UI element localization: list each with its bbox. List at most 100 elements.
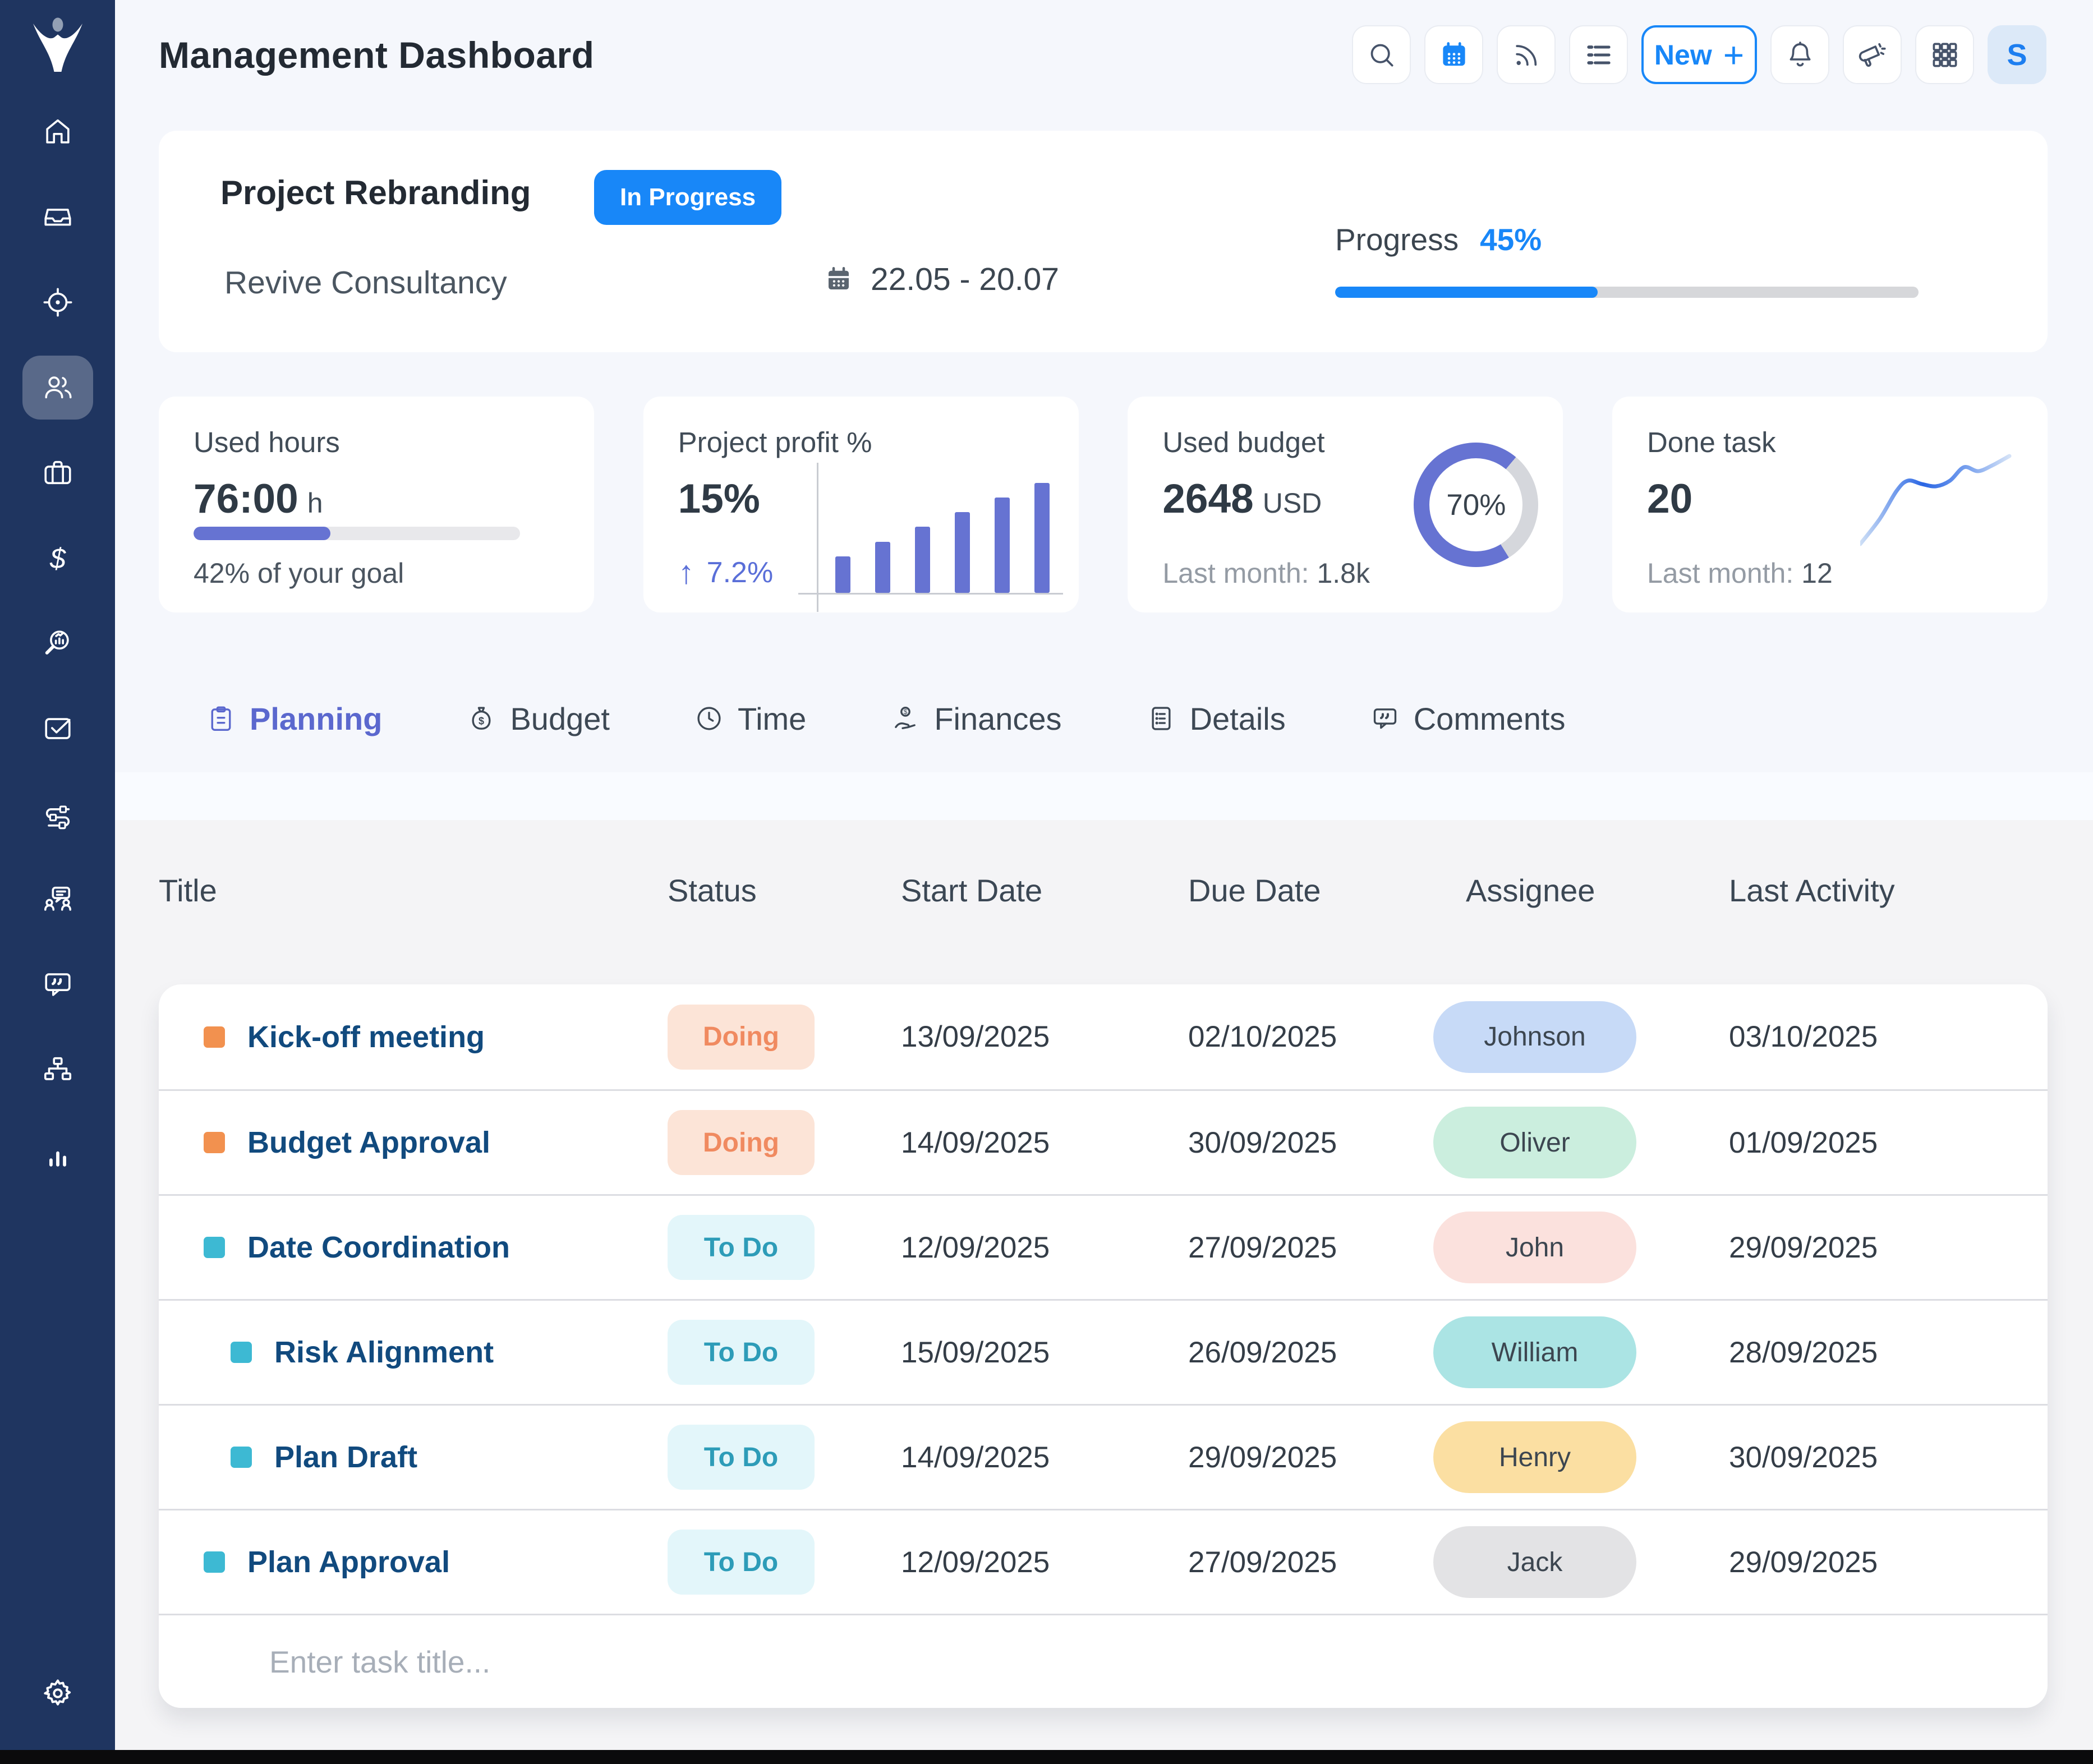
sidebar-nav: $ bbox=[22, 100, 93, 1208]
megaphone-icon bbox=[1857, 39, 1888, 71]
task-title[interactable]: Risk Alignment bbox=[274, 1335, 494, 1370]
sidebar-item-home[interactable] bbox=[22, 100, 93, 164]
sidebar-item-finance[interactable]: $ bbox=[22, 526, 93, 590]
stat-cards: Used hours 76:00h 42% of your goal Proje… bbox=[159, 397, 2048, 612]
assignee-pill[interactable]: Jack bbox=[1433, 1526, 1636, 1598]
task-title[interactable]: Kick-off meeting bbox=[247, 1020, 485, 1054]
new-task-input[interactable] bbox=[269, 1644, 1692, 1680]
last-activity: 29/09/2025 bbox=[1729, 1545, 2048, 1579]
svg-text:$: $ bbox=[904, 708, 908, 716]
column-header-assignee[interactable]: Assignee bbox=[1466, 872, 1729, 909]
chart-bar bbox=[875, 542, 890, 593]
search-button[interactable] bbox=[1352, 25, 1411, 84]
used-hours-card: Used hours 76:00h 42% of your goal bbox=[159, 397, 594, 612]
column-header-status[interactable]: Status bbox=[668, 872, 901, 909]
start-date: 14/09/2025 bbox=[901, 1440, 1188, 1475]
task-title[interactable]: Date Coordination bbox=[247, 1230, 510, 1265]
sidebar-item-analytics[interactable] bbox=[22, 611, 93, 675]
sidebar-item-workflow[interactable] bbox=[22, 782, 93, 846]
card-label: Done task bbox=[1647, 397, 2048, 459]
workflow-icon bbox=[42, 798, 74, 830]
clock-icon bbox=[694, 703, 724, 734]
last-activity: 28/09/2025 bbox=[1729, 1335, 2048, 1370]
profit-bar-chart bbox=[798, 463, 1063, 613]
sidebar-item-structure[interactable] bbox=[22, 1038, 93, 1102]
notifications-button[interactable] bbox=[1770, 25, 1829, 84]
project-progress-bar bbox=[1335, 287, 1919, 298]
budget-caption: Last month: 1.8k bbox=[1162, 557, 1370, 589]
task-title[interactable]: Plan Draft bbox=[274, 1440, 417, 1475]
avatar[interactable]: S bbox=[1988, 25, 2046, 84]
sidebar-item-projects[interactable] bbox=[22, 441, 93, 505]
status-pill[interactable]: Doing bbox=[668, 1005, 815, 1070]
hand-coin-icon: $ bbox=[890, 703, 921, 734]
table-row[interactable]: Plan Approval To Do 12/09/2025 27/09/202… bbox=[159, 1509, 2048, 1614]
column-header-due-date[interactable]: Due Date bbox=[1188, 872, 1466, 909]
assignee-pill[interactable]: Henry bbox=[1433, 1421, 1636, 1493]
calendar-button[interactable] bbox=[1424, 25, 1483, 84]
rss-feed-icon bbox=[1511, 39, 1542, 71]
assignee-pill[interactable]: John bbox=[1433, 1212, 1636, 1283]
table-row-subtask[interactable]: Risk Alignment To Do 15/09/2025 26/09/20… bbox=[159, 1299, 2048, 1404]
feed-button[interactable] bbox=[1497, 25, 1556, 84]
chart-bar bbox=[955, 512, 970, 593]
sidebar-item-tasks[interactable] bbox=[22, 697, 93, 761]
apps-button[interactable] bbox=[1915, 25, 1974, 84]
project-progress-fill bbox=[1335, 287, 1598, 298]
sidebar-item-settings[interactable] bbox=[0, 1676, 115, 1711]
tab-time[interactable]: Time bbox=[694, 701, 806, 737]
status-pill[interactable]: Doing bbox=[668, 1110, 815, 1175]
list-button[interactable] bbox=[1569, 25, 1628, 84]
last-activity: 30/09/2025 bbox=[1729, 1440, 2048, 1475]
task-title[interactable]: Plan Approval bbox=[247, 1545, 450, 1579]
sidebar-item-inbox[interactable] bbox=[22, 185, 93, 249]
tab-details[interactable]: Details bbox=[1146, 701, 1286, 737]
status-pill[interactable]: To Do bbox=[668, 1320, 815, 1385]
status-badge: In Progress bbox=[594, 170, 781, 225]
chart-bar bbox=[995, 498, 1010, 593]
sidebar-item-team[interactable] bbox=[22, 356, 93, 420]
done-task-card: Done task 20 Last month: 12 bbox=[1612, 397, 2048, 612]
status-pill[interactable]: To Do bbox=[668, 1425, 815, 1490]
svg-text:$: $ bbox=[479, 715, 484, 726]
task-title[interactable]: Budget Approval bbox=[247, 1125, 490, 1160]
table-row[interactable]: Date Coordination To Do 12/09/2025 27/09… bbox=[159, 1194, 2048, 1299]
comment-quote-icon bbox=[42, 968, 74, 1001]
sidebar-item-chat[interactable] bbox=[22, 952, 93, 1016]
start-date: 15/09/2025 bbox=[901, 1335, 1188, 1370]
list-icon bbox=[1583, 39, 1614, 71]
column-header-title[interactable]: Title bbox=[159, 872, 668, 909]
table-row[interactable]: Budget Approval Doing 14/09/2025 30/09/2… bbox=[159, 1089, 2048, 1194]
card-label: Used hours bbox=[194, 397, 594, 459]
sidebar-item-meetings[interactable] bbox=[22, 867, 93, 931]
done-caption: Last month: 12 bbox=[1647, 557, 1833, 589]
new-button[interactable]: New + bbox=[1641, 25, 1757, 84]
new-button-label: New bbox=[1654, 39, 1712, 71]
home-icon bbox=[42, 116, 74, 148]
status-pill[interactable]: To Do bbox=[668, 1530, 815, 1595]
calendar-icon bbox=[1438, 39, 1470, 71]
assignee-pill[interactable]: Oliver bbox=[1433, 1107, 1636, 1178]
tab-budget[interactable]: $ Budget bbox=[466, 701, 610, 737]
last-activity: 29/09/2025 bbox=[1729, 1231, 2048, 1265]
tab-comments[interactable]: Comments bbox=[1370, 701, 1566, 737]
start-date: 12/09/2025 bbox=[901, 1545, 1188, 1579]
status-pill[interactable]: To Do bbox=[668, 1215, 815, 1280]
last-activity: 01/09/2025 bbox=[1729, 1126, 2048, 1160]
project-card: Project Rebranding In Progress Revive Co… bbox=[159, 131, 2048, 352]
tab-finances[interactable]: $ Finances bbox=[890, 701, 1061, 737]
footer-strip bbox=[0, 1750, 2093, 1764]
column-header-last-activity[interactable]: Last Activity bbox=[1729, 872, 2048, 909]
app-logo-icon[interactable] bbox=[24, 13, 91, 82]
table-header: Title Status Start Date Due Date Assigne… bbox=[159, 871, 2048, 910]
tab-planning[interactable]: Planning bbox=[206, 701, 382, 737]
announcements-button[interactable] bbox=[1843, 25, 1902, 84]
table-row[interactable]: Kick-off meeting Doing 13/09/2025 02/10/… bbox=[159, 984, 2048, 1089]
task-bullet bbox=[231, 1342, 252, 1363]
sidebar-item-reports[interactable] bbox=[22, 1123, 93, 1187]
column-header-start-date[interactable]: Start Date bbox=[901, 872, 1188, 909]
sidebar-item-target[interactable] bbox=[22, 270, 93, 334]
assignee-pill[interactable]: William bbox=[1433, 1316, 1636, 1388]
assignee-pill[interactable]: Johnson bbox=[1433, 1001, 1636, 1073]
table-row-subtask[interactable]: Plan Draft To Do 14/09/2025 29/09/2025 H… bbox=[159, 1404, 2048, 1509]
